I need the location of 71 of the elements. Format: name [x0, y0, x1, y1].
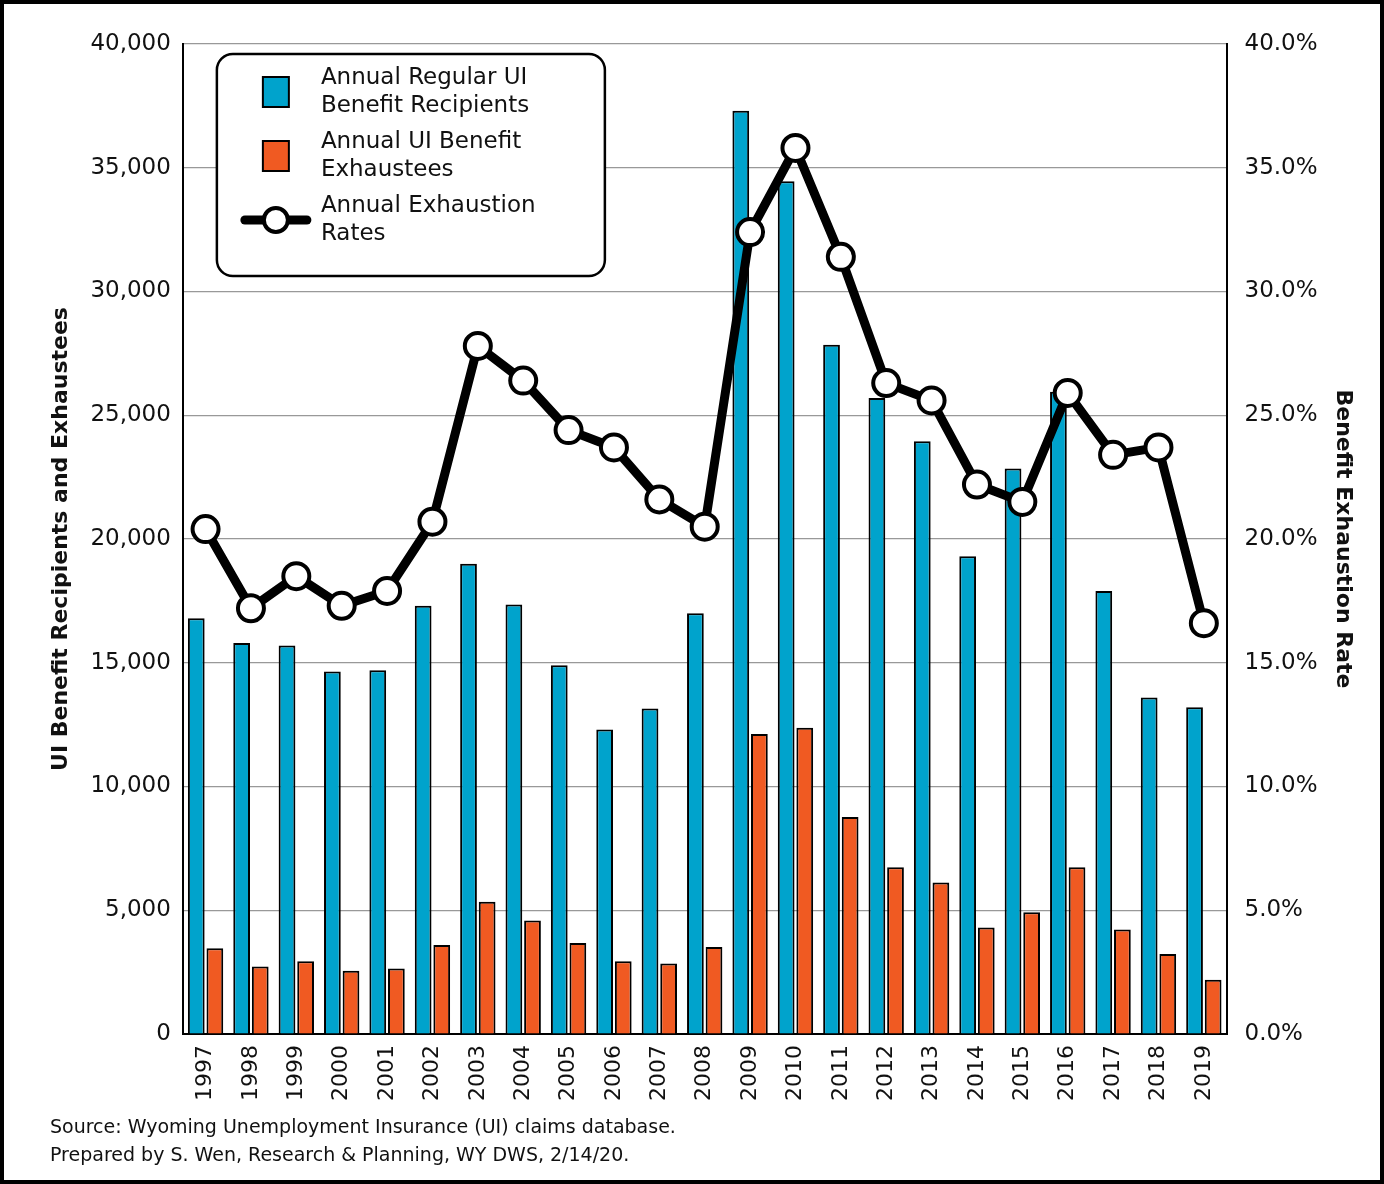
point	[281, 561, 312, 592]
y-tick-label: 15,000	[90, 647, 171, 674]
x-tick-label: 2001	[372, 1045, 398, 1102]
y2-tick-label: 40.0%	[1244, 28, 1318, 55]
y-tick-label: 30,000	[90, 276, 171, 303]
point	[780, 132, 811, 163]
point	[1007, 486, 1038, 517]
y-tick-label: 40,000	[90, 28, 171, 55]
legend-label: Annual UI Benefit Exhaustees	[320, 126, 522, 181]
x-tick-label: 2013	[917, 1045, 943, 1102]
x-tick-label: 2002	[418, 1045, 444, 1102]
x-tick-label: 2016	[1053, 1045, 1079, 1102]
x-tick-label: 1998	[236, 1045, 262, 1102]
y2-tick-label: 0.0%	[1244, 1018, 1303, 1045]
y2-axis-title: Benefit Exhaustion Rate	[1332, 389, 1358, 689]
point	[825, 241, 856, 272]
point	[1052, 377, 1083, 408]
point	[235, 593, 266, 624]
x-tick-label: 2000	[327, 1045, 353, 1102]
y2-tick-label: 25.0%	[1244, 400, 1318, 427]
y-axis-title: UI Benefit Recipients and Exhaustees	[46, 307, 72, 771]
point	[598, 432, 629, 463]
y-tick-label: 35,000	[90, 152, 171, 179]
x-tick-label: 2018	[1144, 1045, 1170, 1102]
point	[190, 514, 221, 545]
point	[508, 365, 539, 396]
point	[372, 575, 403, 606]
point	[417, 506, 448, 537]
x-tick-label: 2015	[1008, 1045, 1034, 1102]
legend-label: Annual Regular UI Benefit Recipients	[320, 62, 530, 117]
text: Prepared by S. Wen, Research & Planning, WY DWS, 2/14/20.	[50, 1142, 631, 1167]
y-tick-label: 10,000	[90, 771, 171, 798]
point	[644, 484, 675, 515]
point	[462, 330, 493, 361]
y2-tick-label: 20.0%	[1244, 523, 1318, 550]
point	[326, 590, 357, 621]
x-tick-label: 2009	[735, 1045, 761, 1102]
x-tick-label: 2012	[871, 1045, 897, 1102]
x-tick-label: 2008	[690, 1045, 716, 1102]
y2-tick-label: 35.0%	[1244, 152, 1318, 179]
point	[916, 385, 947, 416]
x-tick-label: 2005	[554, 1045, 580, 1102]
x-tick-label: 2019	[1189, 1045, 1215, 1102]
x-tick-label: 2011	[826, 1045, 852, 1102]
x-tick-label: 2007	[645, 1045, 671, 1102]
point	[735, 217, 766, 248]
y2-tick-label: 10.0%	[1244, 771, 1318, 798]
point	[553, 415, 584, 446]
x-tick-label: 2014	[962, 1045, 988, 1102]
x-tick-label: 2003	[463, 1045, 489, 1102]
x-tick-label: 2010	[781, 1045, 807, 1102]
legend-label: Annual Exhaustion Rates	[320, 190, 536, 245]
point	[871, 368, 902, 399]
y2-tick-label: 30.0%	[1244, 276, 1318, 303]
source-note: Source: Wyoming Unemployment Insurance (UI) claims database.	[50, 1114, 676, 1139]
y2-tick-label: 5.0%	[1244, 895, 1303, 922]
y2-tick-label: 15.0%	[1244, 647, 1318, 674]
x-tick-label: 2017	[1098, 1045, 1124, 1102]
x-tick-label: 2006	[599, 1045, 625, 1102]
point	[1188, 608, 1219, 639]
y-tick-label: 25,000	[90, 400, 171, 427]
point	[961, 469, 992, 500]
point	[689, 511, 720, 542]
y-tick-label: 0	[156, 1018, 171, 1045]
x-tick-label: 1999	[282, 1045, 308, 1102]
y-tick-label: 20,000	[90, 523, 171, 550]
y-tick-label: 5,000	[105, 895, 171, 922]
x-tick-label: 2004	[508, 1045, 534, 1102]
point	[1143, 432, 1174, 463]
point	[1098, 439, 1129, 470]
x-tick-label: 1997	[191, 1045, 217, 1102]
